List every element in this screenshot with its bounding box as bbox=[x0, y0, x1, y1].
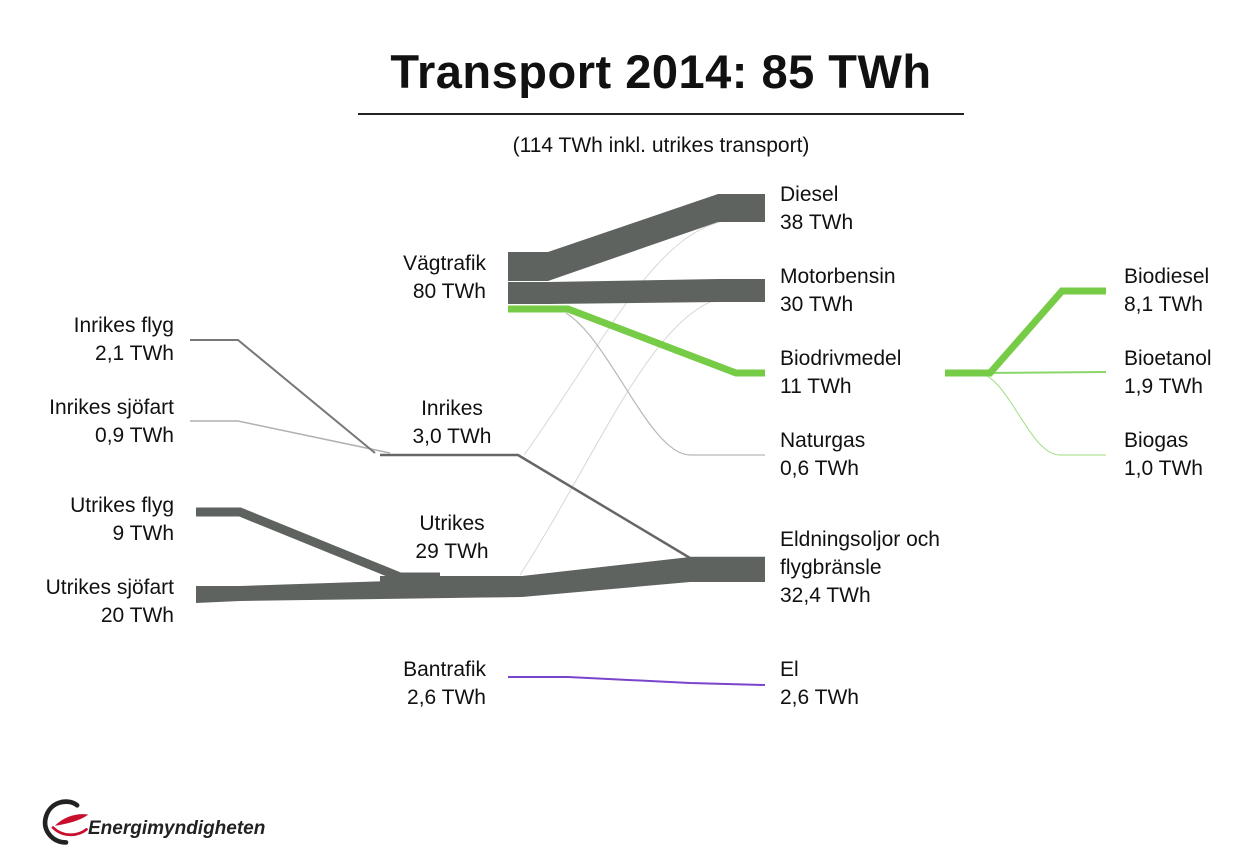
node-inrikes-sjofart: Inrikes sjöfart 0,9 TWh bbox=[10, 394, 174, 450]
node-label: Naturgas bbox=[780, 429, 866, 452]
node-value: 0,9 TWh bbox=[95, 424, 174, 447]
flow-inrikes-sjofart bbox=[190, 420, 391, 454]
node-biodrivmedel: Biodrivmedel 11 TWh bbox=[780, 345, 901, 401]
node-label: Inrikes sjöfart bbox=[49, 396, 174, 419]
node-eldningsoljor: Eldningsoljor och flygbränsle 32,4 TWh bbox=[780, 526, 940, 610]
node-value: 0,6 TWh bbox=[780, 457, 859, 480]
node-label: Motorbensin bbox=[780, 265, 896, 288]
node-naturgas: Naturgas 0,6 TWh bbox=[780, 427, 865, 483]
node-label: Bantrafik bbox=[403, 658, 486, 681]
node-label: Inrikes bbox=[421, 397, 483, 420]
node-inrikes-flyg: Inrikes flyg 2,1 TWh bbox=[30, 312, 174, 368]
node-vagtrafik: Vägtrafik 80 TWh bbox=[370, 250, 486, 306]
flow-inrikes-to-diesel bbox=[523, 221, 721, 456]
logo-text: Energimyndigheten bbox=[88, 818, 266, 839]
node-value: 2,6 TWh bbox=[407, 686, 486, 709]
flow-bantrafik-to-el bbox=[508, 676, 766, 686]
flow-biodrivmedel-to-biodiesel bbox=[945, 287, 1106, 377]
node-value: 29 TWh bbox=[415, 540, 489, 563]
node-label: Bioetanol bbox=[1124, 347, 1212, 370]
node-value: 32,4 TWh bbox=[780, 584, 871, 607]
node-value: 38 TWh bbox=[780, 211, 854, 234]
node-value: 1,9 TWh bbox=[1124, 375, 1203, 398]
node-label: Diesel bbox=[780, 183, 839, 206]
node-value: 2,6 TWh bbox=[780, 686, 859, 709]
node-label: El bbox=[780, 658, 799, 681]
node-value: 20 TWh bbox=[100, 604, 174, 627]
node-value: 11 TWh bbox=[780, 375, 852, 398]
node-value: 80 TWh bbox=[412, 280, 486, 303]
node-label: Biogas bbox=[1124, 429, 1189, 452]
node-value: 3,0 TWh bbox=[412, 425, 492, 448]
node-value: 1,0 TWh bbox=[1124, 457, 1203, 480]
flow-vagtrafik-to-motorbensin bbox=[508, 279, 765, 304]
node-label: Eldningsoljor och bbox=[780, 528, 940, 551]
flow-inrikes-flyg bbox=[190, 339, 376, 454]
node-bioetanol: Bioetanol 1,9 TWh bbox=[1124, 345, 1212, 401]
node-label: Vägtrafik bbox=[403, 252, 486, 275]
node-el: El 2,6 TWh bbox=[780, 656, 859, 712]
node-value: 8,1 TWh bbox=[1124, 293, 1203, 316]
node-biodiesel: Biodiesel 8,1 TWh bbox=[1124, 263, 1209, 319]
flow-utrikes-to-motorbensin bbox=[519, 297, 721, 576]
node-value: 30 TWh bbox=[780, 293, 854, 316]
page-title: Transport 2014: 85 TWh bbox=[390, 45, 932, 98]
node-bantrafik: Bantrafik 2,6 TWh bbox=[370, 656, 486, 712]
flow-vagtrafik-to-naturgas bbox=[565, 312, 765, 456]
title-underline bbox=[358, 113, 964, 115]
node-biogas: Biogas 1,0 TWh bbox=[1124, 427, 1203, 483]
node-utrikes-sjofart: Utrikes sjöfart 20 TWh bbox=[10, 574, 174, 630]
flow-vagtrafik-to-biodrivmedel bbox=[508, 305, 765, 377]
node-inrikes: Inrikes 3,0 TWh bbox=[390, 395, 514, 451]
page-subtitle: (114 TWh inkl. utrikes transport) bbox=[512, 134, 810, 157]
flow-vagtrafik-to-diesel bbox=[508, 194, 765, 281]
node-motorbensin: Motorbensin 30 TWh bbox=[780, 263, 896, 319]
node-label: Biodiesel bbox=[1124, 265, 1210, 288]
energimyndigheten-logo-icon bbox=[42, 799, 89, 845]
node-diesel: Diesel 38 TWh bbox=[780, 181, 853, 237]
flow-utrikes-to-eldningsoljor bbox=[380, 557, 765, 598]
node-label: Utrikes bbox=[419, 512, 485, 535]
node-label: Inrikes flyg bbox=[73, 314, 174, 337]
flow-biodrivmedel-to-biogas bbox=[979, 372, 1106, 456]
node-label-2: flygbränsle bbox=[780, 556, 882, 579]
flow-biodrivmedel-to-bioetanol bbox=[979, 371, 1107, 374]
node-utrikes: Utrikes 29 TWh bbox=[390, 510, 514, 566]
node-value: 9 TWh bbox=[112, 522, 174, 545]
node-label: Utrikes sjöfart bbox=[45, 576, 174, 599]
node-label: Biodrivmedel bbox=[780, 347, 902, 370]
node-label: Utrikes flyg bbox=[70, 494, 174, 517]
node-utrikes-flyg: Utrikes flyg 9 TWh bbox=[30, 492, 174, 548]
node-value: 2,1 TWh bbox=[95, 342, 174, 365]
